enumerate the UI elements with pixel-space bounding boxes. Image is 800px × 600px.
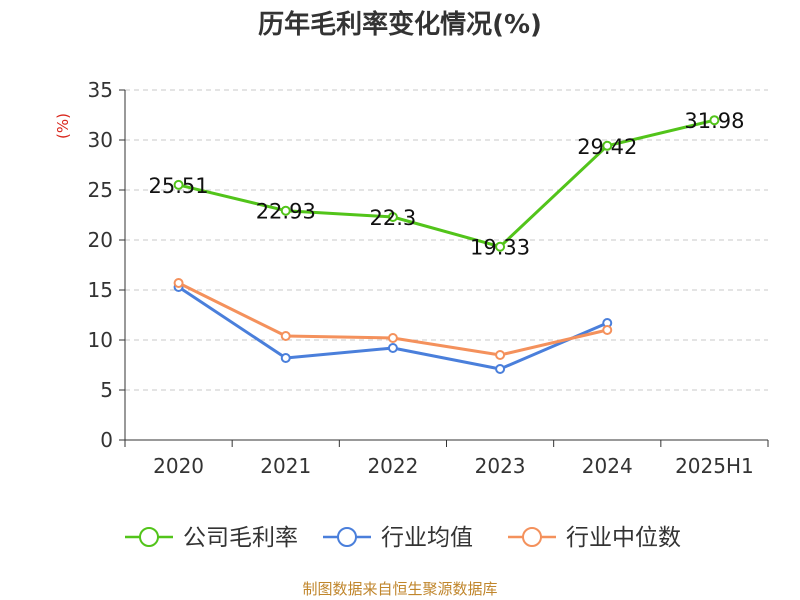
data-point	[709, 115, 720, 126]
legend-item-0[interactable]: 公司毛利率	[125, 525, 298, 551]
legend[interactable]: 公司毛利率 行业均值 行业中位数	[125, 525, 681, 551]
x-tick-label: 2025H1	[675, 454, 754, 478]
data-label: 31.98	[684, 109, 744, 133]
y-axis-label: (%)	[54, 113, 72, 139]
y-tick-label: 10	[88, 328, 113, 352]
y-tick-label: 25	[88, 178, 113, 202]
legend-label: 行业中位数	[566, 525, 681, 551]
data-label: 22.93	[256, 200, 316, 224]
y-tick-label: 20	[88, 228, 113, 252]
data-point	[387, 333, 398, 343]
y-tick-label: 15	[88, 278, 113, 302]
grid-lines	[125, 89, 768, 391]
data-labels: 25.51 22.93 22.3 19.33 29.42 31.98	[149, 109, 745, 260]
legend-item-2[interactable]: 行业中位数	[508, 525, 681, 551]
data-label: 22.3	[370, 206, 417, 230]
chart-title: 历年毛利率变化情况(%)	[258, 10, 542, 40]
data-label: 19.33	[470, 236, 530, 260]
legend-label: 公司毛利率	[183, 525, 298, 551]
data-point	[173, 278, 184, 288]
y-tick-label: 0	[100, 428, 113, 452]
data-point	[602, 325, 613, 335]
data-point	[495, 350, 506, 360]
data-point	[173, 179, 184, 190]
x-tick-label: 2023	[475, 454, 526, 478]
data-label: 25.51	[149, 174, 209, 198]
data-point	[280, 353, 291, 363]
y-tick-label: 30	[88, 128, 113, 152]
legend-label: 行业均值	[381, 525, 473, 551]
data-point	[495, 364, 506, 374]
series-line-1	[177, 285, 608, 371]
axes: 0 5 10 15 20 25 30 35 (%) 2020 2021 2022 2023 2024 202…	[54, 78, 769, 478]
data-source-note: 制图数据来自恒生聚源数据库	[302, 580, 498, 598]
data-point	[387, 343, 398, 353]
x-tick-label: 2021	[260, 454, 311, 478]
legend-swatch-marker	[522, 527, 542, 547]
data-point	[495, 241, 506, 252]
x-tick-label: 2024	[582, 454, 633, 478]
data-point	[602, 140, 613, 151]
legend-item-1[interactable]: 行业均值	[323, 525, 473, 551]
data-point	[280, 331, 291, 341]
x-tick-label: 2022	[367, 454, 418, 478]
legend-swatch-marker	[337, 527, 357, 547]
series-line-0	[178, 118, 715, 249]
data-label: 29.42	[577, 135, 637, 159]
series-lines	[173, 115, 720, 374]
x-tick-label: 2020	[153, 454, 204, 478]
legend-swatch-marker	[139, 527, 159, 547]
data-point	[387, 212, 398, 222]
y-tick-label: 35	[88, 78, 113, 102]
data-point	[280, 205, 291, 216]
y-tick-label: 5	[100, 378, 113, 402]
